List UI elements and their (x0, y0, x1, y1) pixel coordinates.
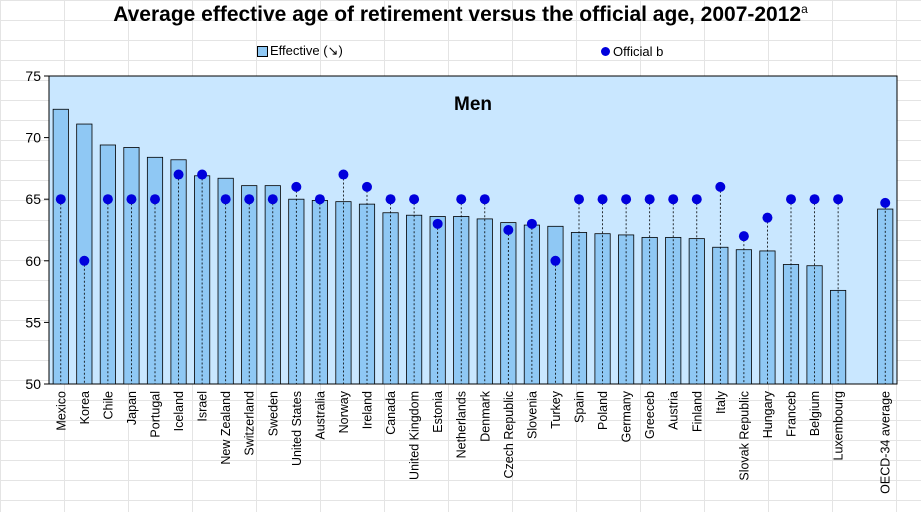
x-tick-label: Japan (125, 391, 139, 425)
official-marker (362, 181, 372, 192)
legend-bar-swatch (257, 45, 268, 57)
x-tick-label: Netherlands (455, 391, 469, 458)
bar (618, 234, 635, 385)
legend-dot-marker (601, 46, 610, 56)
x-tick-label: Switzerland (243, 391, 257, 456)
legend-official: Official b (601, 43, 663, 59)
official-marker (150, 194, 160, 205)
official-marker (597, 194, 608, 205)
official-marker (456, 194, 467, 205)
official-marker (526, 218, 537, 229)
official-marker (409, 194, 420, 205)
x-tick-label: Hungary (761, 390, 775, 438)
x-tick-label: Belgium (808, 391, 822, 436)
y-tick-label: 70 (25, 130, 41, 146)
x-tick-label: Mexico (54, 391, 68, 431)
official-marker (550, 255, 561, 266)
x-tick-label: Luxembourg (832, 391, 846, 461)
plot-area (48, 75, 898, 385)
official-marker (173, 169, 184, 180)
x-tick-label: New Zealand (219, 391, 233, 465)
x-tick-label: Slovak Republic (737, 391, 751, 481)
x-tick-label: Spain (573, 391, 587, 423)
x-tick-label: Poland (596, 391, 610, 430)
x-tick-label: Slovenia (525, 391, 539, 439)
official-marker (338, 169, 349, 180)
y-tick-label: 65 (25, 191, 41, 207)
chart-title-text: Average effective age of retirement vers… (113, 3, 802, 26)
legend-official-label: Official b (613, 43, 664, 59)
x-tick-label: Turkey (549, 390, 563, 428)
official-marker (833, 194, 844, 205)
x-tick-label: Franceb (785, 391, 799, 437)
official-marker (126, 194, 137, 205)
panel-label: Men (454, 94, 492, 115)
official-marker (479, 194, 490, 205)
official-marker (644, 194, 655, 205)
y-tick-label: 55 (25, 314, 41, 330)
x-tick-label: United States (290, 391, 304, 466)
x-tick-label: OECD-34 average (879, 391, 893, 494)
y-tick-label: 60 (25, 253, 41, 269)
official-marker (691, 194, 702, 205)
x-tick-label: Sweden (266, 391, 280, 436)
x-tick-label: Estonia (431, 391, 445, 433)
chart-title-superscript: a (801, 2, 808, 16)
y-tick-label: 75 (25, 68, 41, 84)
legend-effective: Effective (↘) (257, 43, 343, 59)
x-tick-label: Ireland (361, 391, 375, 429)
official-marker (786, 194, 796, 205)
y-tick-label: 50 (25, 376, 41, 392)
x-tick-label: Greeceb (643, 391, 657, 439)
official-marker (55, 194, 66, 205)
official-marker (314, 194, 325, 205)
x-tick-label: Czech Republic (502, 391, 516, 479)
bar (76, 123, 93, 385)
x-tick-label: Italy (714, 390, 728, 414)
legend-effective-label: Effective (↘) (270, 43, 343, 58)
official-marker (244, 194, 255, 205)
x-tick-label: Iceland (172, 391, 186, 431)
x-tick-label: Israel (196, 391, 210, 422)
official-marker (267, 194, 278, 205)
official-marker (574, 194, 584, 205)
chart-title: Average effective age of retirement vers… (0, 2, 921, 27)
x-tick-label: Norway (337, 390, 351, 433)
bar (146, 156, 164, 385)
x-tick-label: Finland (690, 391, 704, 432)
x-tick-label: Austria (667, 391, 681, 430)
official-marker (715, 181, 726, 192)
official-marker (79, 255, 90, 266)
official-marker (197, 169, 208, 180)
bar (52, 108, 69, 385)
official-marker (432, 218, 443, 229)
x-tick-label: Australia (313, 391, 327, 440)
bar (382, 212, 399, 385)
official-marker (809, 194, 820, 205)
x-tick-label: Korea (78, 391, 92, 424)
official-marker (762, 212, 773, 223)
x-tick-label: Canada (384, 391, 398, 435)
official-marker (738, 231, 749, 242)
official-marker (220, 194, 231, 205)
official-marker (385, 194, 396, 205)
x-tick-label: Germany (620, 390, 634, 442)
official-marker (621, 194, 632, 205)
bar (335, 201, 352, 385)
official-marker (102, 194, 113, 205)
x-tick-label: United Kingdom (408, 391, 422, 480)
x-tick-label: Chile (101, 391, 115, 420)
official-marker (880, 197, 891, 208)
official-marker (291, 181, 302, 192)
x-tick-label: Portugal (149, 391, 163, 438)
official-marker (503, 225, 514, 235)
official-marker (668, 194, 679, 205)
x-tick-label: Denmark (478, 390, 492, 441)
